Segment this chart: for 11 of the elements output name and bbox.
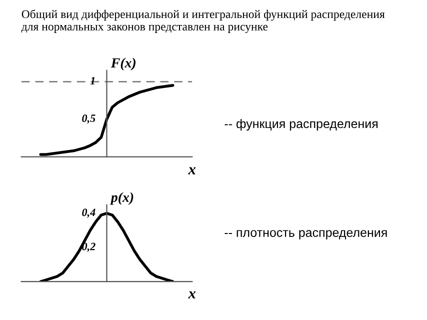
text: -- функция распределения (224, 118, 378, 131)
line-series (39, 84, 174, 156)
y-axis-title: p(x) (110, 192, 134, 205)
x-axis-title: x (188, 291, 196, 298)
y-tick-label: 0,4 (82, 208, 96, 218)
y-tick-label: 0,5 (82, 114, 96, 124)
y-axis-title: F(x) (110, 58, 136, 70)
text: Общий вид дифференциальной и интегральной функций распределения для нормальных законов представлен на рисунке (21, 10, 385, 33)
y-tick-label: 1 (90, 77, 95, 84)
x-axis-title: x (188, 167, 196, 174)
text: -- плотность распределения (224, 230, 387, 240)
